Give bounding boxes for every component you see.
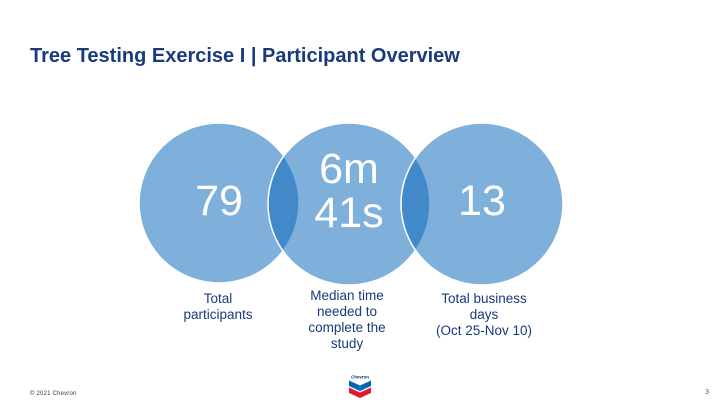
chevron-wordmark: Chevron	[351, 375, 369, 380]
slide-title: Tree Testing Exercise I | Participant Ov…	[30, 45, 460, 67]
chevron-blue-stripe	[349, 380, 371, 391]
stat-value-business-days: 13	[458, 177, 506, 225]
stat-value-total-participants: 79	[195, 177, 243, 225]
page-number: 3	[705, 389, 709, 396]
stat-label-median-time: Median time needed to complete the study	[308, 288, 386, 351]
stat-label-business-days: Total business days (Oct 25-Nov 10)	[435, 291, 533, 338]
circle-business-days	[400, 122, 564, 286]
stat-value-median-time: 6m 41s	[314, 145, 384, 237]
chevron-logo: Chevron	[349, 375, 371, 398]
stat-label-total-participants: Total participants	[183, 291, 253, 322]
copyright-text: © 2021 Chevron	[30, 391, 77, 397]
chevron-red-stripe	[349, 387, 371, 398]
